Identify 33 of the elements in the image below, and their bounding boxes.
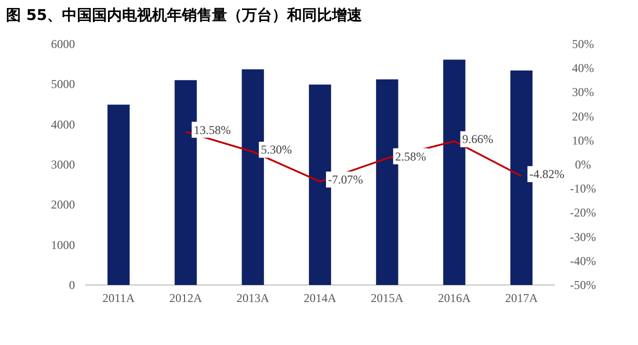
y-tick-label: 3000 [51,158,75,172]
y2-tick-label: -30% [570,230,596,244]
bar [107,104,130,285]
x-tick-label: 2014A [304,291,337,305]
x-tick-label: 2011A [102,291,136,305]
data-label: 9.66% [462,132,494,146]
y-tick-label: 6000 [51,37,75,51]
y2-tick-label: 10% [572,133,594,148]
x-tick-label: 2013A [236,291,270,305]
data-label: -7.07% [328,172,363,187]
y2-tick-label: 20% [572,109,594,124]
y-tick-label: 2000 [51,198,75,212]
y-tick-label: 4000 [51,117,75,132]
x-tick-label: 2016A [438,291,471,305]
y-tick-label: 0 [69,278,75,292]
y2-tick-label: -50% [570,278,596,292]
y2-tick-label: 40% [572,61,594,76]
x-tick-label: 2017A [505,291,538,305]
y-tick-label: 1000 [51,238,75,252]
data-label: 5.30% [260,142,292,157]
y2-tick-label: 30% [572,85,594,100]
data-label: -4.82% [529,167,564,182]
y2-tick-label: -40% [570,254,596,268]
x-tick-label: 2012A [169,291,202,305]
y2-tick-label: -20% [570,206,596,220]
y2-tick-label: 0% [575,158,591,172]
data-label: 2.58% [395,149,426,164]
data-label: 13.58% [194,122,231,137]
chart-title: 图 55、中国国内电视机年销售量（万台）和同比增速 [6,6,364,24]
y2-tick-label: -10% [570,182,596,196]
y2-tick-label: 50% [572,37,594,51]
x-tick-label: 2015A [370,291,404,305]
y-tick-label: 5000 [51,77,75,92]
